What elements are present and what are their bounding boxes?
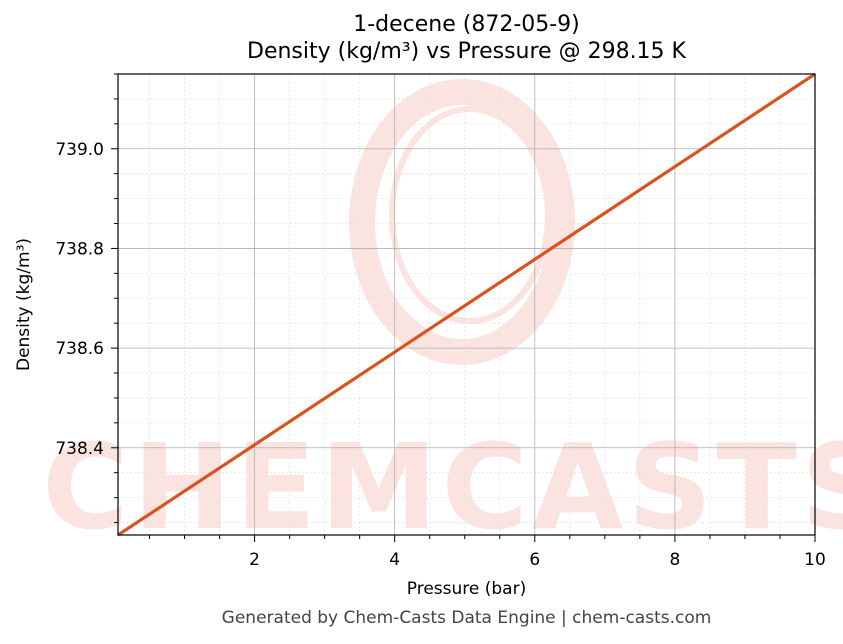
- watermark: CHEMCASTS: [42, 79, 843, 556]
- y-tick-label: 738.4: [55, 439, 104, 459]
- x-tick-label: 6: [529, 550, 540, 570]
- watermark-logo-ring-inner: [389, 106, 551, 324]
- footer-credit: Generated by Chem-Casts Data Engine | ch…: [221, 608, 712, 628]
- chart-subtitle: Density (kg/m³) vs Pressure @ 298.15 K: [247, 39, 686, 64]
- y-tick-label: 739.0: [55, 140, 104, 160]
- x-tick-label: 8: [669, 550, 680, 570]
- plot-frame: [117, 73, 816, 536]
- x-tick-label: 2: [249, 550, 260, 570]
- y-tick-label: 738.8: [55, 239, 104, 259]
- density-line: [117, 72, 816, 537]
- x-tick-label: 10: [804, 550, 826, 570]
- watermark-logo-ring: [349, 79, 575, 365]
- watermark-brand-text: CHEMCASTS: [42, 418, 843, 556]
- series-layer: [117, 72, 816, 537]
- major-grid: [118, 74, 815, 535]
- x-axis-label: Pressure (bar): [407, 579, 526, 599]
- axis-ticks: 2 4 6 8 10 738.4 738.6 738.8 739.0: [55, 73, 826, 570]
- y-tick-label: 738.6: [55, 339, 104, 359]
- x-tick-label: 4: [389, 550, 400, 570]
- chart-title: 1-decene (872-05-9): [353, 12, 580, 37]
- y-axis-label: Density (kg/m³): [14, 238, 34, 371]
